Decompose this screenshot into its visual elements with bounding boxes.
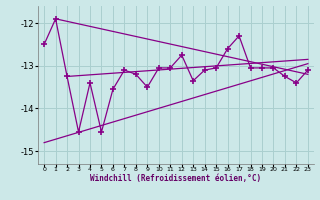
X-axis label: Windchill (Refroidissement éolien,°C): Windchill (Refroidissement éolien,°C) <box>91 174 261 183</box>
